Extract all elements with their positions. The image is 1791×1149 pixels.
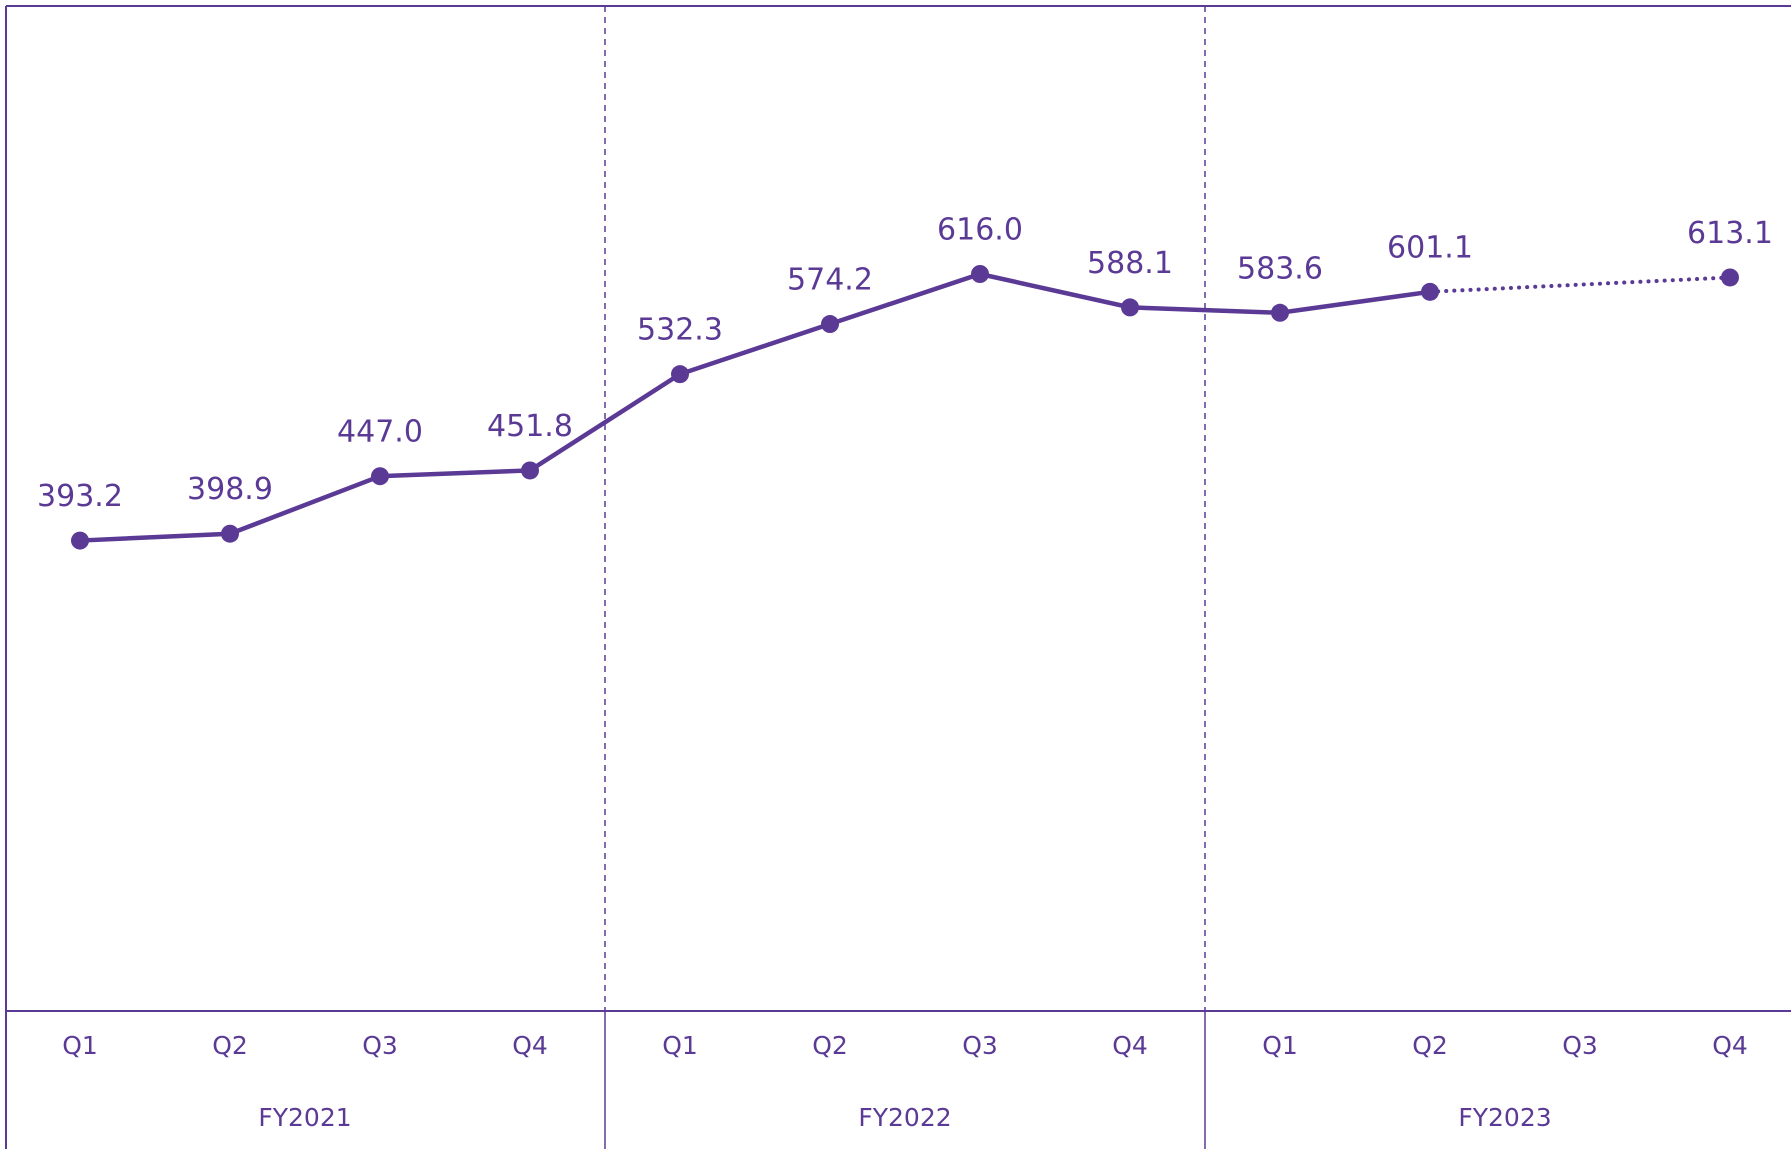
x-tick-label: Q4	[512, 1031, 548, 1060]
x-tick-label: Q1	[1262, 1031, 1298, 1060]
x-tick-label: Q2	[212, 1031, 248, 1060]
line-solid	[77, 271, 1433, 543]
point	[821, 315, 839, 334]
point	[371, 467, 389, 486]
value-label: 601.1	[1387, 230, 1473, 265]
value-label: 447.0	[337, 415, 423, 450]
point	[671, 365, 689, 384]
value-label: 532.3	[637, 313, 723, 348]
value-label: 616.0	[937, 213, 1023, 248]
value-label: 398.9	[187, 472, 273, 507]
x-tick-label: Q3	[962, 1031, 998, 1060]
point	[971, 265, 989, 283]
point	[1271, 303, 1289, 322]
x-tick-label: Q4	[1112, 1031, 1148, 1060]
value-label: 583.6	[1237, 251, 1323, 286]
group-label: FY2022	[858, 1103, 951, 1132]
x-tick-label: Q3	[362, 1031, 398, 1060]
point	[221, 524, 239, 543]
value-label: 588.1	[1087, 246, 1173, 281]
point	[1421, 282, 1439, 301]
group-label: FY2023	[1458, 1103, 1551, 1132]
x-tick-label: Q1	[662, 1031, 698, 1060]
x-tick-label: Q4	[1712, 1031, 1748, 1060]
x-tick-label: Q2	[1412, 1031, 1448, 1060]
point	[71, 531, 89, 550]
x-tick-label: Q3	[1562, 1031, 1598, 1060]
x-tick-label: Q2	[812, 1031, 848, 1060]
line-projection	[1428, 275, 1732, 294]
value-label: 574.2	[787, 263, 873, 298]
value-label: 393.2	[37, 479, 123, 514]
value-label: 613.1	[1687, 216, 1773, 251]
point	[1121, 298, 1139, 317]
point	[1721, 268, 1739, 287]
x-tick-label: Q1	[62, 1031, 98, 1060]
point	[521, 461, 539, 480]
value-label: 451.8	[487, 409, 573, 444]
group-label: FY2021	[258, 1103, 351, 1132]
